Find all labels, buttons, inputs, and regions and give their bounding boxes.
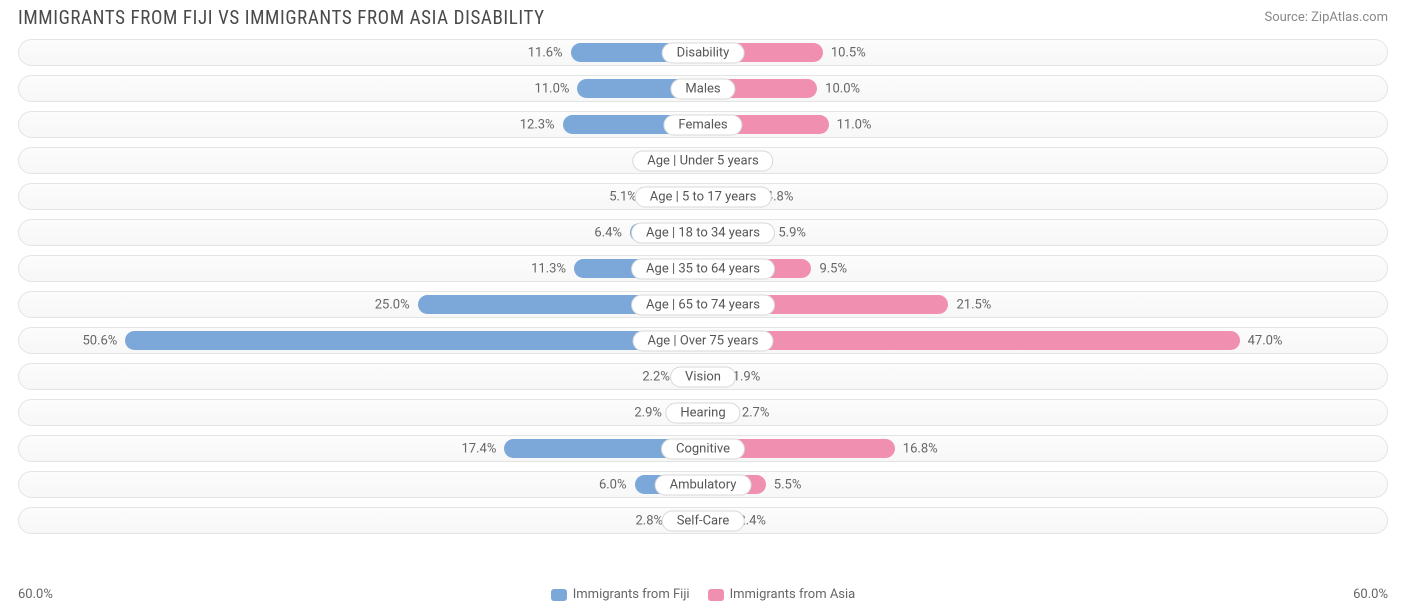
row-label: Hearing bbox=[665, 402, 740, 423]
row-label: Age | 18 to 34 years bbox=[631, 222, 775, 243]
chart-row: 50.6% 47.0% Age | Over 75 years bbox=[18, 325, 1388, 356]
chart-row: 2.2% 1.9%Vision bbox=[18, 361, 1388, 392]
value-left: 50.6% bbox=[82, 333, 117, 348]
chart-row: 12.3% 11.0% Females bbox=[18, 109, 1388, 140]
chart-area: 11.6% 10.5% Disability 11.0% 10.0% Males 12.3%… bbox=[0, 33, 1406, 536]
chart-title: IMMIGRANTS FROM FIJI VS IMMIGRANTS FROM … bbox=[18, 6, 545, 29]
value-right: 2.7% bbox=[742, 405, 770, 420]
row-label: Age | 35 to 64 years bbox=[631, 258, 775, 279]
chart-row: 0.92%1.1%Age | Under 5 years bbox=[18, 145, 1388, 176]
value-right: 1.9% bbox=[733, 369, 761, 384]
legend-item-left: Immigrants from Fiji bbox=[551, 587, 690, 602]
chart-row: 5.1%4.8%Age | 5 to 17 years bbox=[18, 181, 1388, 212]
value-right: 5.5% bbox=[774, 477, 802, 492]
row-label: Age | Over 75 years bbox=[633, 330, 774, 351]
chart-footer: 60.0% Immigrants from Fiji Immigrants fr… bbox=[18, 587, 1388, 602]
value-left: 12.3% bbox=[520, 117, 555, 132]
value-left: 2.2% bbox=[642, 369, 670, 384]
chart-row: 6.4% 5.9%Age | 18 to 34 years bbox=[18, 217, 1388, 248]
chart-source: Source: ZipAtlas.com bbox=[1264, 10, 1388, 25]
value-right: 10.0% bbox=[825, 81, 860, 96]
legend-item-right: Immigrants from Asia bbox=[708, 587, 856, 602]
legend-label-left: Immigrants from Fiji bbox=[573, 587, 690, 602]
value-right: 47.0% bbox=[1248, 333, 1283, 348]
chart-row: 11.0% 10.0% Males bbox=[18, 73, 1388, 104]
chart-row: 2.9% 2.7%Hearing bbox=[18, 397, 1388, 428]
value-right: 16.8% bbox=[903, 441, 938, 456]
chart-row: 11.3% 9.5% Age | 35 to 64 years bbox=[18, 253, 1388, 284]
axis-max-left: 60.0% bbox=[18, 587, 53, 602]
chart-row: 6.0% 5.5% Ambulatory bbox=[18, 469, 1388, 500]
row-label: Vision bbox=[670, 366, 736, 387]
legend: Immigrants from Fiji Immigrants from Asi… bbox=[551, 587, 856, 602]
row-label: Females bbox=[663, 114, 742, 135]
chart-row: 25.0% 21.5% Age | 65 to 74 years bbox=[18, 289, 1388, 320]
row-label: Ambulatory bbox=[655, 474, 752, 495]
value-left: 11.0% bbox=[535, 81, 570, 96]
chart-row: 17.4% 16.8% Cognitive bbox=[18, 433, 1388, 464]
chart-row: 11.6% 10.5% Disability bbox=[18, 37, 1388, 68]
value-right: 9.5% bbox=[819, 261, 847, 276]
value-left: 11.3% bbox=[531, 261, 566, 276]
legend-label-right: Immigrants from Asia bbox=[730, 587, 856, 602]
bar-left bbox=[125, 331, 703, 350]
value-left: 6.0% bbox=[599, 477, 627, 492]
row-label: Self-Care bbox=[662, 510, 745, 531]
value-right: 11.0% bbox=[837, 117, 872, 132]
value-left: 11.6% bbox=[528, 45, 563, 60]
row-label: Age | Under 5 years bbox=[632, 150, 773, 171]
chart-row: 2.8%2.4%Self-Care bbox=[18, 505, 1388, 536]
axis-max-right: 60.0% bbox=[1353, 587, 1388, 602]
row-label: Age | 5 to 17 years bbox=[635, 186, 772, 207]
legend-swatch-right bbox=[708, 589, 724, 601]
value-left: 2.8% bbox=[635, 513, 663, 528]
row-label: Cognitive bbox=[661, 438, 745, 459]
value-right: 10.5% bbox=[831, 45, 866, 60]
value-left: 5.1% bbox=[609, 189, 637, 204]
value-right: 5.9% bbox=[778, 225, 806, 240]
value-left: 6.4% bbox=[594, 225, 622, 240]
value-left: 17.4% bbox=[461, 441, 496, 456]
value-left: 2.9% bbox=[634, 405, 662, 420]
value-left: 25.0% bbox=[375, 297, 410, 312]
row-label: Age | 65 to 74 years bbox=[631, 294, 775, 315]
bar-right bbox=[703, 331, 1240, 350]
value-right: 21.5% bbox=[956, 297, 991, 312]
row-label: Males bbox=[670, 78, 735, 99]
legend-swatch-left bbox=[551, 589, 567, 601]
row-label: Disability bbox=[662, 42, 745, 63]
